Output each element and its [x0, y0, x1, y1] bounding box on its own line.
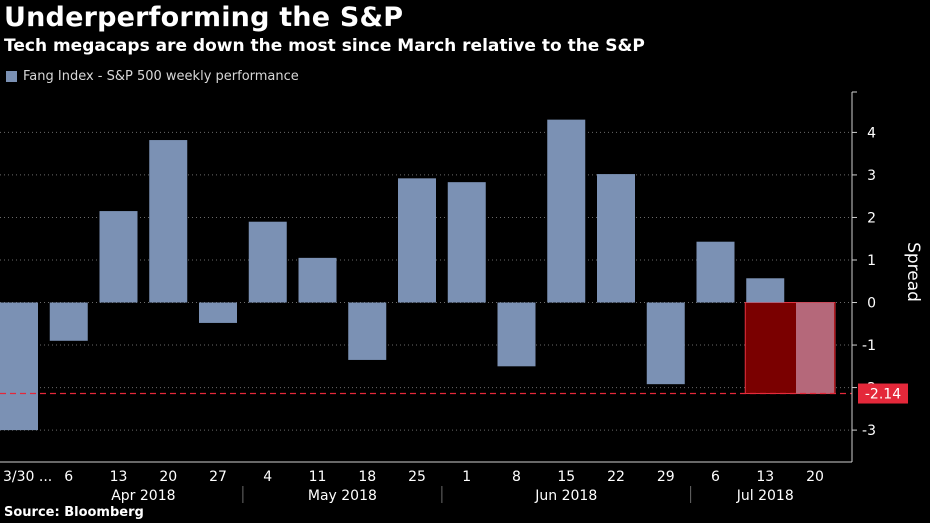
month-label: May 2018 [308, 488, 377, 504]
bar [497, 302, 536, 367]
x-tick-label: 15 [557, 469, 575, 485]
bar [547, 119, 586, 303]
y-tick-label: 0 [867, 296, 876, 312]
y-tick-label: 4 [867, 125, 876, 141]
legend: Fang Index - S&P 500 weekly performance [6, 69, 299, 84]
x-tick-label: 13 [110, 469, 128, 485]
x-tick-label: 27 [209, 469, 227, 485]
reference-badge [858, 383, 908, 404]
bar [597, 174, 635, 303]
x-tick-label: 25 [408, 469, 426, 485]
x-tick-label: 20 [159, 469, 177, 485]
bar [99, 211, 138, 303]
bar [696, 241, 735, 303]
x-tick-label: 6 [64, 469, 73, 485]
month-label: Jul 2018 [736, 488, 794, 504]
bar [49, 302, 88, 341]
x-tick-label: 8 [512, 469, 521, 485]
chart-subtitle: Tech megacaps are down the most since Ma… [4, 36, 645, 56]
bar [199, 302, 237, 323]
x-tick-label: 1 [462, 469, 471, 485]
month-label: Apr 2018 [111, 488, 175, 504]
y-axis-title: Spread [903, 242, 923, 302]
y-tick-label: -3 [862, 423, 876, 439]
x-tick-label: 3/30 ... [3, 469, 52, 485]
legend-label: Fang Index - S&P 500 weekly performance [23, 69, 299, 84]
x-tick-label: 4 [263, 469, 272, 485]
bar [149, 140, 188, 303]
bar [248, 221, 287, 303]
x-tick-label: 22 [607, 469, 625, 485]
x-tick-label: 29 [657, 469, 675, 485]
x-tick-label: 18 [358, 469, 376, 485]
bar [298, 257, 337, 303]
y-tick-label: 2 [867, 210, 876, 226]
y-tick-label: -1 [862, 338, 876, 354]
bar [447, 182, 486, 303]
bar [0, 302, 38, 431]
bar [796, 302, 834, 394]
y-tick-label: 3 [867, 168, 876, 184]
chart-title: Underperforming the S&P [4, 2, 404, 33]
bar [348, 302, 387, 360]
x-tick-label: 11 [309, 469, 327, 485]
legend-swatch [6, 71, 17, 82]
x-tick-label: 6 [711, 469, 720, 485]
x-tick-label: 13 [756, 469, 774, 485]
reference-badge-label: -2.14 [865, 387, 901, 403]
bar [646, 302, 685, 385]
month-label: Jun 2018 [534, 488, 597, 504]
y-tick-label: 1 [867, 253, 876, 269]
source-note: Source: Bloomberg [4, 505, 144, 520]
bar [746, 278, 785, 303]
bar [398, 178, 436, 303]
x-tick-label: 20 [806, 469, 824, 485]
